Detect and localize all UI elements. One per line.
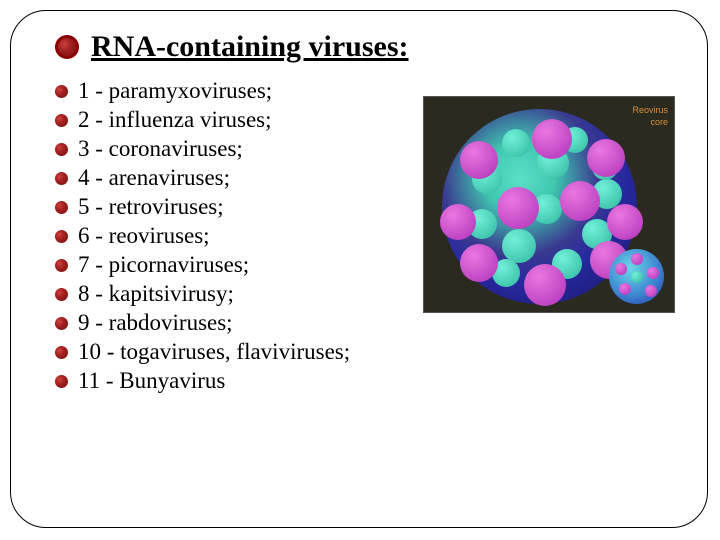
title-row: RNA-containing viruses: — [55, 30, 690, 64]
list-item: 9 - rabdoviruses; — [55, 310, 690, 336]
virus-spike — [460, 141, 498, 179]
virus-spike — [460, 244, 498, 282]
virus-protein — [502, 129, 530, 157]
item-bullet-icon — [55, 172, 68, 185]
item-text: 1 - paramyxoviruses; — [78, 78, 272, 104]
title-bullet-icon — [55, 35, 79, 59]
image-caption: Reovirus core — [632, 105, 668, 128]
item-text: 4 - arenaviruses; — [78, 165, 230, 191]
list-item: 11 - Bunyavirus — [55, 368, 690, 394]
slide-title: RNA-containing viruses: — [91, 30, 409, 64]
item-text: 3 - coronaviruses; — [78, 136, 243, 162]
item-text: 9 - rabdoviruses; — [78, 310, 233, 336]
virus-image: Reovirus core — [423, 96, 675, 313]
item-text: 2 - influenza viruses; — [78, 107, 272, 133]
item-bullet-icon — [55, 85, 68, 98]
caption-line: Reovirus — [632, 105, 668, 117]
virus-spike — [619, 283, 631, 295]
item-text: 7 - picornaviruses; — [78, 252, 249, 278]
list-item: 10 - togaviruses, flaviviruses; — [55, 339, 690, 365]
item-bullet-icon — [55, 143, 68, 156]
virus-spike — [587, 139, 625, 177]
item-bullet-icon — [55, 346, 68, 359]
virus-spike — [647, 267, 659, 279]
virus-spike — [532, 119, 572, 159]
item-bullet-icon — [55, 114, 68, 127]
item-bullet-icon — [55, 288, 68, 301]
virus-thumbnail — [609, 249, 664, 304]
virus-protein — [502, 229, 536, 263]
virus-spike — [607, 204, 643, 240]
item-bullet-icon — [55, 375, 68, 388]
virus-spike — [631, 271, 643, 283]
virus-spike — [645, 285, 657, 297]
item-text: 10 - togaviruses, flaviviruses; — [78, 339, 350, 365]
virus-spike — [524, 264, 566, 306]
item-text: 5 - retroviruses; — [78, 194, 224, 220]
virus-spike — [440, 204, 476, 240]
item-text: 11 - Bunyavirus — [78, 368, 225, 394]
item-bullet-icon — [55, 230, 68, 243]
item-text: 8 - kapitsivirusy; — [78, 281, 234, 307]
item-text: 6 - reoviruses; — [78, 223, 210, 249]
virus-sphere-graphic — [442, 109, 637, 304]
virus-spike — [560, 181, 600, 221]
item-bullet-icon — [55, 259, 68, 272]
virus-spike — [497, 187, 539, 229]
virus-spike — [631, 253, 643, 265]
caption-line: core — [632, 117, 668, 129]
virus-spike — [615, 263, 627, 275]
item-bullet-icon — [55, 201, 68, 214]
item-bullet-icon — [55, 317, 68, 330]
